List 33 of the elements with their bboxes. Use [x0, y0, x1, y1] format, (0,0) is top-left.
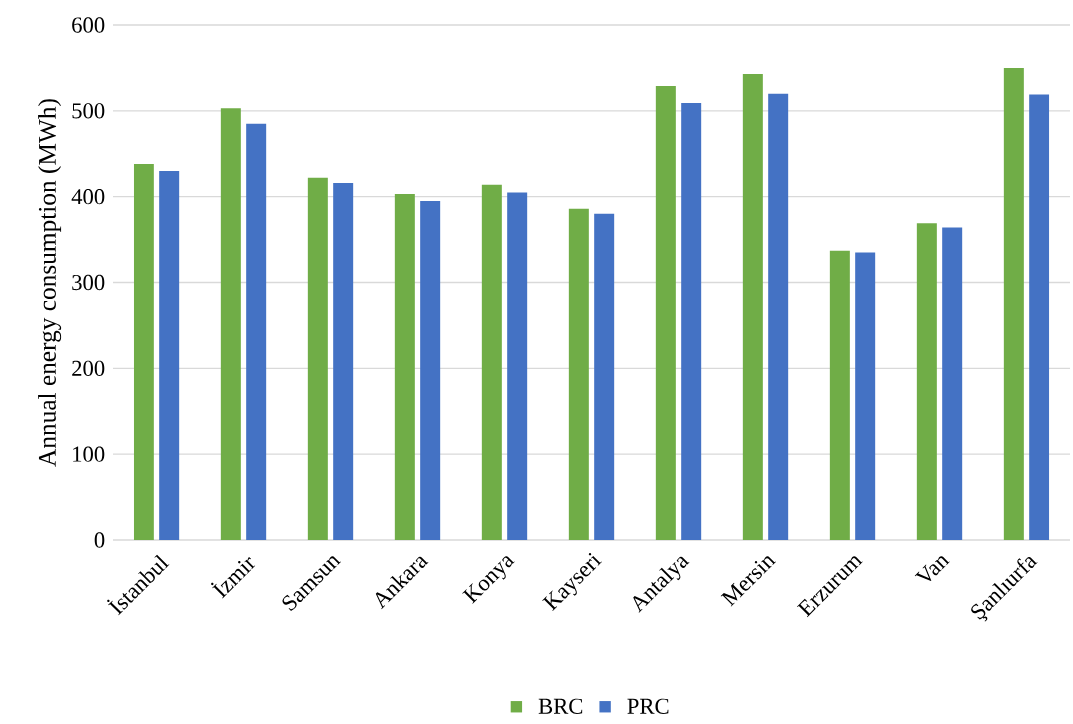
- bar: [220, 108, 241, 540]
- bar: [159, 170, 180, 540]
- bar: [655, 85, 676, 540]
- y-tick-label: 100: [73, 446, 105, 462]
- bar: [855, 252, 876, 540]
- bar: [307, 177, 328, 540]
- bar: [768, 93, 789, 540]
- bar: [394, 194, 415, 540]
- y-tick-label: 500: [72, 103, 105, 119]
- bar: [1003, 67, 1024, 540]
- bar: [133, 164, 154, 540]
- bar: [829, 250, 850, 540]
- y-tick-label: 200: [72, 360, 105, 376]
- bar: [507, 192, 528, 540]
- bar: [568, 208, 589, 540]
- y-tick-label: 600: [72, 17, 105, 33]
- bar: [246, 123, 267, 540]
- x-tick-label: Van: [914, 556, 950, 582]
- bar: [420, 200, 441, 540]
- y-tick-label: 0: [94, 532, 105, 548]
- bar: [1029, 94, 1050, 540]
- legend-label: PRC: [627, 698, 669, 714]
- legend-label: BRC: [538, 698, 583, 714]
- bar: [681, 103, 702, 540]
- y-tick-label: 400: [71, 189, 105, 205]
- bar: [942, 227, 963, 540]
- y-tick-label: 300: [72, 274, 105, 291]
- bar: [333, 182, 354, 540]
- y-axis-title: Annual energy consumption (MWh): [38, 99, 62, 467]
- bar: [594, 213, 615, 540]
- bar: [742, 73, 763, 540]
- bar: [916, 223, 937, 540]
- bar: [481, 184, 502, 540]
